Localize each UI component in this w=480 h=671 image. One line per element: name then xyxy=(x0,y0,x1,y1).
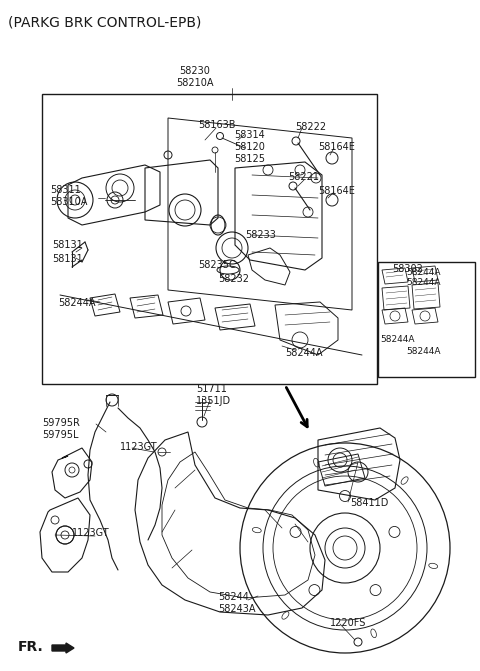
Text: 59795R: 59795R xyxy=(42,418,80,428)
Text: 1123GT: 1123GT xyxy=(120,442,157,452)
Text: 51711: 51711 xyxy=(196,384,227,394)
Text: 58411D: 58411D xyxy=(350,498,388,508)
Text: 58244: 58244 xyxy=(218,592,249,602)
Text: 58164E: 58164E xyxy=(318,186,355,196)
Text: 58233: 58233 xyxy=(245,230,276,240)
Text: 58243A: 58243A xyxy=(218,604,255,614)
Text: (PARKG BRK CONTROL-EPB): (PARKG BRK CONTROL-EPB) xyxy=(8,16,202,30)
Text: 59795L: 59795L xyxy=(42,430,79,440)
Bar xyxy=(42,94,377,384)
Text: 1123GT: 1123GT xyxy=(72,528,109,538)
Text: 58163B: 58163B xyxy=(198,120,236,130)
Text: 58244A: 58244A xyxy=(406,278,441,287)
Text: 58244A: 58244A xyxy=(285,348,323,358)
Bar xyxy=(378,262,475,377)
Text: 58222: 58222 xyxy=(295,122,326,132)
Text: 58131: 58131 xyxy=(52,240,83,250)
Text: 58230: 58230 xyxy=(180,66,210,76)
Text: 58210A: 58210A xyxy=(176,78,214,88)
Text: 58125: 58125 xyxy=(234,154,265,164)
Text: 58221: 58221 xyxy=(288,172,319,182)
Text: 58302: 58302 xyxy=(392,264,423,274)
Text: 58120: 58120 xyxy=(234,142,265,152)
Text: 58232: 58232 xyxy=(218,274,249,284)
Text: 58244A: 58244A xyxy=(406,347,441,356)
Text: 1220FS: 1220FS xyxy=(330,618,366,628)
FancyArrow shape xyxy=(52,643,74,653)
Text: FR.: FR. xyxy=(18,640,44,654)
Text: 58244A: 58244A xyxy=(58,298,96,308)
Text: 58244A: 58244A xyxy=(406,268,441,277)
Text: 58131: 58131 xyxy=(52,254,83,264)
Text: 58244A: 58244A xyxy=(380,335,415,344)
Text: 58164E: 58164E xyxy=(318,142,355,152)
Text: 1351JD: 1351JD xyxy=(196,396,231,406)
Text: 58314: 58314 xyxy=(234,130,265,140)
Text: 58235C: 58235C xyxy=(198,260,236,270)
Text: 58310A: 58310A xyxy=(50,197,87,207)
Text: 58311: 58311 xyxy=(50,185,81,195)
